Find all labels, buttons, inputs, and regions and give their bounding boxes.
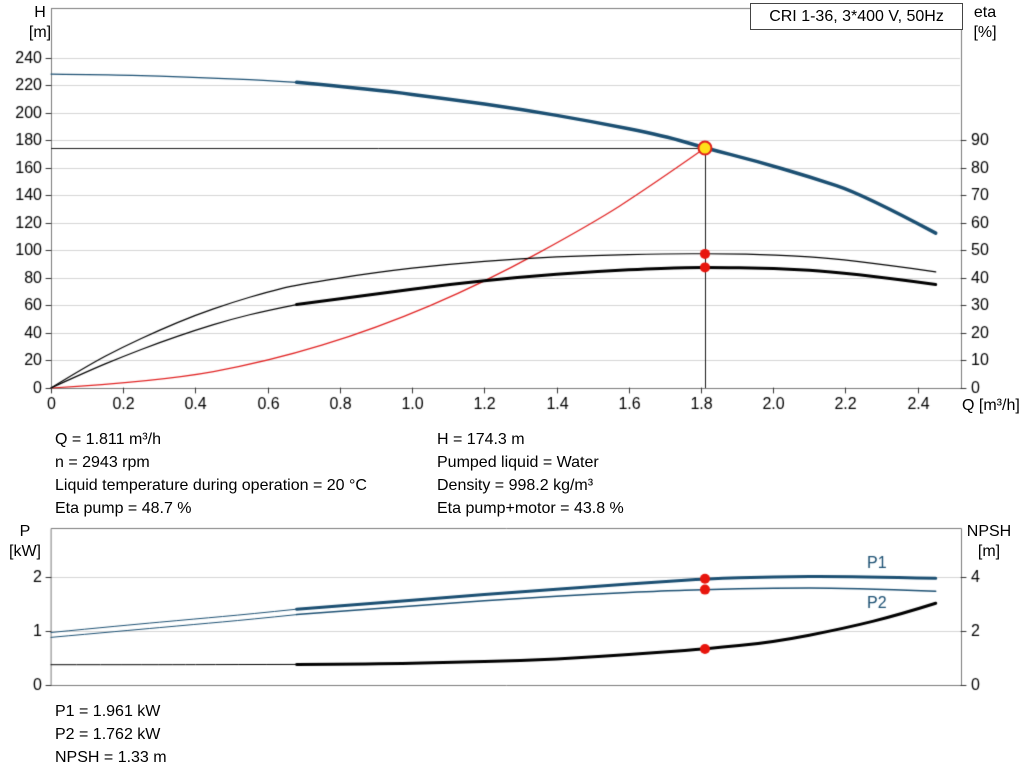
power-info: P1 = 1.961 kW P2 = 1.762 kW NPSH = 1.33 … [55,700,167,769]
info-flow: Q = 1.811 m³/h [55,431,161,448]
info-p2: P2 = 1.762 kW [55,726,161,743]
info-speed: n = 2943 rpm [55,454,150,471]
info-eta-pump: Eta pump = 48.7 % [55,500,192,517]
p-axis-symbol: P [19,523,31,540]
p-axis-unit: [kW] [9,543,41,560]
pump-model-label: CRI 1-36, 3*400 V, 50Hz [769,8,944,25]
info-head: H = 174.3 m [437,431,525,448]
p-axis-label: P [kW] [2,522,48,562]
eta-axis-symbol: eta [973,4,997,21]
info-liquid-temperature: Liquid temperature during operation = 20… [55,477,367,494]
eta-axis-label: eta [%] [962,3,1008,43]
h-axis-unit: [m] [28,24,52,41]
info-p1: P1 = 1.961 kW [55,703,161,720]
npsh-axis-label: NPSH [m] [958,522,1020,562]
npsh-axis-symbol: NPSH [966,523,1012,540]
q-axis-label: Q [m³/h] [962,397,1020,414]
info-npsh: NPSH = 1.33 m [55,749,167,766]
info-density: Density = 998.2 kg/m³ [437,477,594,494]
operating-point-info-left: Q = 1.811 m³/h n = 2943 rpm Liquid tempe… [55,428,367,520]
pump-model-box: CRI 1-36, 3*400 V, 50Hz [750,3,963,30]
npsh-axis-unit: [m] [977,543,1001,560]
h-axis-symbol: H [34,4,46,21]
info-eta-pump-motor: Eta pump+motor = 43.8 % [437,500,624,517]
eta-axis-unit: [%] [973,24,997,41]
h-axis-label: H [m] [20,3,60,43]
operating-point-info-right: H = 174.3 m Pumped liquid = Water Densit… [437,428,624,520]
info-pumped-liquid: Pumped liquid = Water [437,454,599,471]
